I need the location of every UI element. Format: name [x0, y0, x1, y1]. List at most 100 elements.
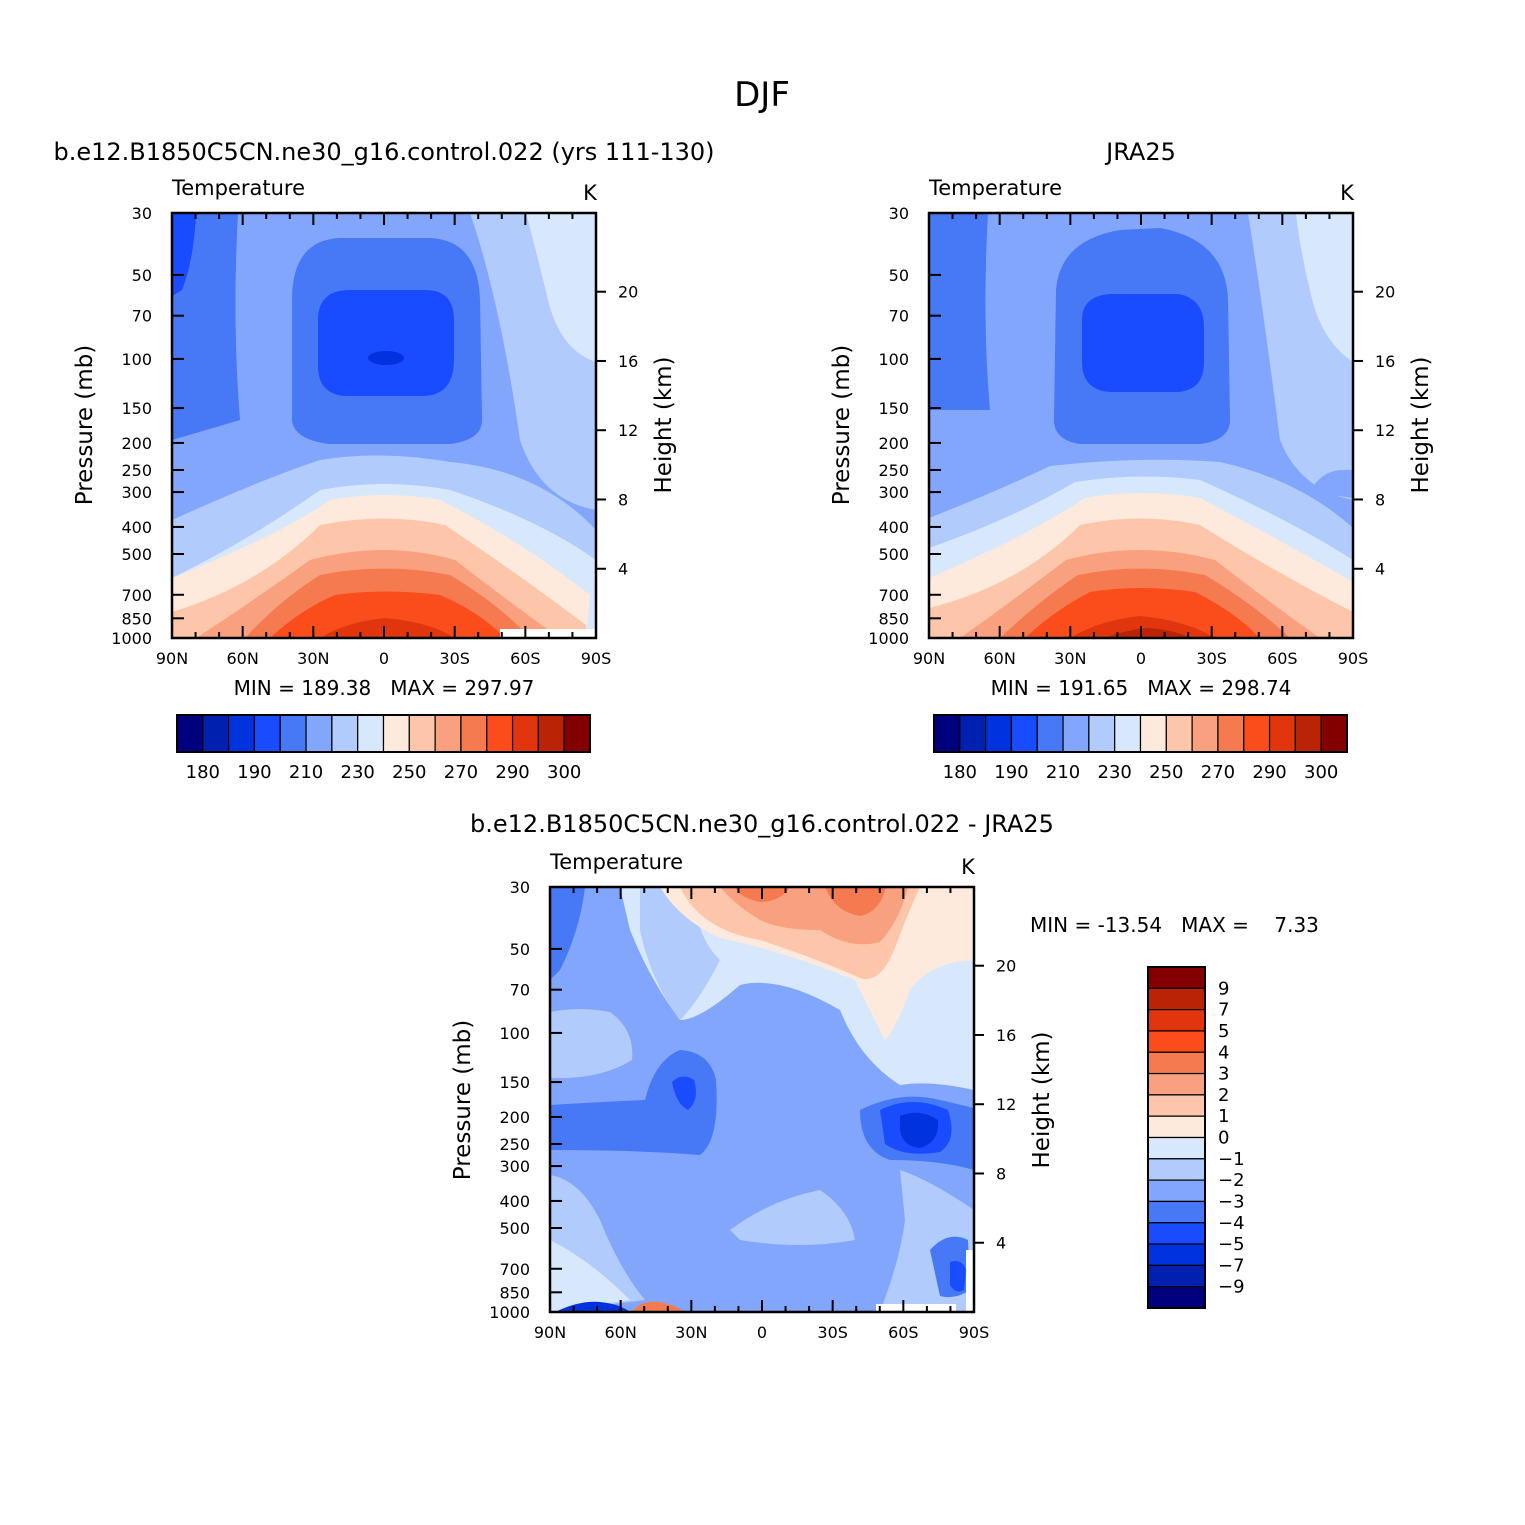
colorbar-label: −7 [1218, 1255, 1245, 1276]
colorbar-label: −9 [1218, 1277, 1245, 1298]
x-tick-label: 90S [959, 1323, 990, 1342]
y-tick-label: 500 [121, 545, 152, 564]
x-tick-label: 0 [379, 649, 389, 668]
contour-north-cold-band [172, 213, 240, 440]
y-right-tick-label: 20 [996, 957, 1016, 976]
y-right-tick-label: 20 [618, 283, 638, 302]
panel-obs-axes: 90N 60N 30N 0 30S 60S 90S 30 50 70 100 150 200 250 300… [868, 204, 1395, 668]
panel-model-ylabel-right: Height (km) [651, 356, 677, 493]
colorbar-label: 0 [1218, 1128, 1229, 1149]
colorbar-swatch [959, 714, 987, 753]
colorbar-swatch [1147, 1051, 1206, 1075]
x-tick-label: 60N [227, 649, 259, 668]
colorbar-swatch [1062, 714, 1090, 753]
y-tick-label: 200 [499, 1108, 530, 1127]
colorbar-label: 250 [1149, 762, 1183, 783]
y-tick-label: 300 [121, 483, 152, 502]
colorbar-label: −1 [1218, 1149, 1245, 1170]
panel-obs: JRA25 Temperature K 90N 60N 30N 0 30S 60S 90S 3… [829, 138, 1434, 783]
colorbar-frame [933, 714, 1348, 753]
y-tick-label: 250 [878, 461, 909, 480]
colorbar-label: 3 [1218, 1064, 1229, 1085]
contour-tropopause-core [1082, 294, 1204, 392]
colorbar-label: 250 [392, 762, 426, 783]
colorbar-label: 230 [341, 762, 375, 783]
y-right-tick-label: 20 [1375, 283, 1395, 302]
colorbar-label: 270 [1201, 762, 1235, 783]
y-tick-label: 850 [121, 609, 152, 628]
panel-obs-variable: Temperature [928, 176, 1062, 200]
y-tick-label: 500 [878, 545, 909, 564]
missing-surface-data [876, 1304, 956, 1312]
x-tick-label: 60S [1267, 649, 1298, 668]
y-tick-label: 700 [878, 586, 909, 605]
colorbar-swatch [434, 714, 462, 753]
colorbar-swatch [1147, 1158, 1206, 1181]
contour-south-cold-blob [1310, 470, 1353, 498]
y-tick-label: 30 [132, 204, 152, 223]
y-tick-label: 150 [121, 399, 152, 418]
colorbar-swatch [176, 714, 204, 753]
contour-warm-6 [320, 618, 455, 638]
y-tick-label: 1000 [489, 1303, 530, 1322]
x-tick-label: 30S [817, 1323, 848, 1342]
y-tick-label: 250 [121, 461, 152, 480]
x-tick-label: 30S [439, 649, 470, 668]
y-tick-label: 100 [121, 350, 152, 369]
y-tick-label: 100 [878, 350, 909, 369]
colorbar-label: 290 [495, 762, 529, 783]
panel-model-units: K [583, 181, 598, 205]
y-tick-label: 200 [121, 434, 152, 453]
y-tick-label: 500 [499, 1219, 530, 1238]
y-tick-label: 50 [510, 940, 530, 959]
colorbar-label: 210 [289, 762, 323, 783]
colorbar-label: 290 [1252, 762, 1286, 783]
colorbar-label: 7 [1218, 1000, 1229, 1021]
colorbar-swatch [1294, 714, 1322, 753]
colorbar-label: −5 [1218, 1234, 1245, 1255]
colorbar-frame [1147, 966, 1206, 1309]
y-tick-label: 700 [121, 586, 152, 605]
y-tick-label: 70 [889, 307, 909, 326]
colorbar-swatch [1088, 714, 1116, 753]
contour-lower-core-south [950, 1261, 966, 1292]
colorbar-swatch [1147, 966, 1206, 989]
contour-cold-core-north [672, 1076, 696, 1110]
panel-model-title: b.e12.B1850C5CN.ne30_g16.control.022 (yr… [53, 138, 714, 166]
x-tick-label: 60N [984, 649, 1016, 668]
colorbar-swatch [511, 714, 539, 753]
x-tick-label: 90N [534, 1323, 566, 1342]
y-right-tick-label: 4 [1375, 560, 1385, 579]
colorbar-swatch [1217, 714, 1245, 753]
colorbar-label: −2 [1218, 1170, 1245, 1191]
colorbar-label: 230 [1098, 762, 1132, 783]
panel-diff-ylabel: Pressure (mb) [450, 1020, 476, 1180]
colorbar-swatch [1147, 1200, 1206, 1224]
y-tick-label: 30 [510, 878, 530, 897]
y-tick-label: 300 [878, 483, 909, 502]
x-tick-label: 0 [757, 1323, 767, 1342]
panel-model: b.e12.B1850C5CN.ne30_g16.control.022 (yr… [53, 138, 714, 783]
contour-cold-band [550, 1050, 717, 1155]
y-tick-label: 850 [878, 609, 909, 628]
y-tick-label: 200 [878, 434, 909, 453]
colorbar-label: 2 [1218, 1085, 1229, 1106]
y-right-tick-label: 8 [618, 490, 628, 509]
y-right-tick-label: 12 [1375, 421, 1395, 440]
y-right-tick-label: 16 [996, 1026, 1016, 1045]
x-tick-label: 90S [581, 649, 612, 668]
colorbar-swatch [1147, 1136, 1206, 1160]
colorbar-swatch [933, 714, 961, 753]
colorbar-frame [176, 714, 591, 753]
colorbar-swatch [228, 714, 256, 753]
colorbar-swatch [1036, 714, 1064, 753]
y-tick-label: 100 [499, 1024, 530, 1043]
contour-south-polar-light [526, 213, 596, 362]
contour-warm-6 [1070, 616, 1215, 638]
contour-warm-5 [1025, 588, 1260, 638]
panel-obs-colorbar: 180 190 210 230 250 270 290 300 [933, 714, 1348, 783]
y-right-tick-label: 12 [996, 1095, 1016, 1114]
contour-lower-light-north-2 [550, 1240, 630, 1312]
y-right-tick-label: 16 [1375, 352, 1395, 371]
x-tick-label: 60S [888, 1323, 919, 1342]
